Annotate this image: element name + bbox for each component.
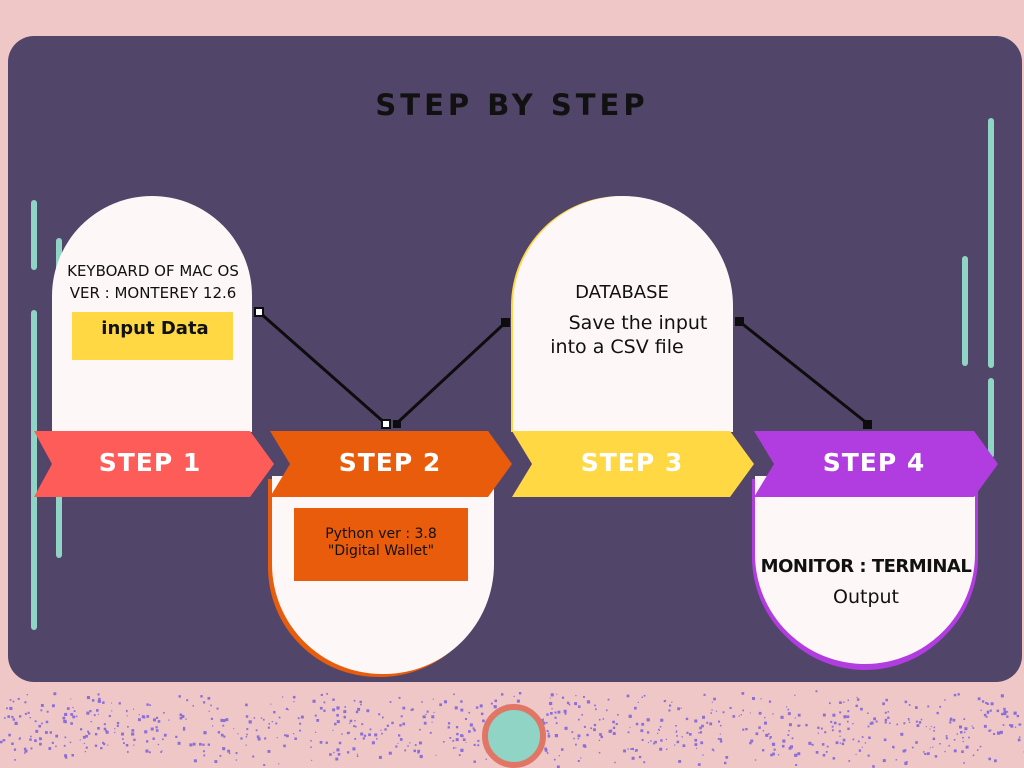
step3-label: STEP 3 bbox=[580, 448, 684, 477]
step1-label: STEP 1 bbox=[98, 448, 202, 477]
decor-bar bbox=[988, 378, 994, 458]
step2-arrow bbox=[270, 431, 512, 497]
step2-tag bbox=[294, 508, 468, 581]
step2-label: STEP 2 bbox=[338, 448, 442, 477]
step3-card bbox=[513, 196, 733, 432]
step1-device-line1: KEYBOARD OF MAC OS bbox=[67, 262, 239, 280]
step1-device-line2: VER : MONTEREY 12.6 bbox=[69, 284, 237, 302]
step2-tag-line1: Python ver : 3.8 bbox=[325, 526, 437, 542]
step1-tag bbox=[72, 312, 233, 360]
step3-line2: into a CSV file bbox=[550, 336, 684, 358]
decor-bar bbox=[988, 118, 994, 368]
step1-arrow bbox=[34, 431, 274, 497]
step2-tag-line2: "Digital Wallet" bbox=[327, 543, 435, 559]
circle-icon bbox=[482, 704, 546, 768]
step4-heading: MONITOR : TERMINAL bbox=[760, 556, 972, 577]
step4-label: STEP 4 bbox=[822, 448, 926, 477]
step4-line1: Output bbox=[833, 586, 899, 608]
step4-arrow bbox=[754, 431, 998, 497]
decor-bar bbox=[31, 310, 37, 630]
step1-tag-label: input Data bbox=[101, 318, 209, 339]
step3-heading: DATABASE bbox=[575, 282, 669, 303]
decor-bar bbox=[962, 256, 968, 366]
speckle-texture bbox=[0, 690, 1024, 768]
decor-bar bbox=[31, 200, 37, 270]
step3-line1: Save the input bbox=[568, 312, 708, 334]
step3-arrow bbox=[512, 431, 754, 497]
page-title: STEP BY STEP bbox=[375, 88, 649, 122]
step4-card bbox=[755, 476, 975, 664]
